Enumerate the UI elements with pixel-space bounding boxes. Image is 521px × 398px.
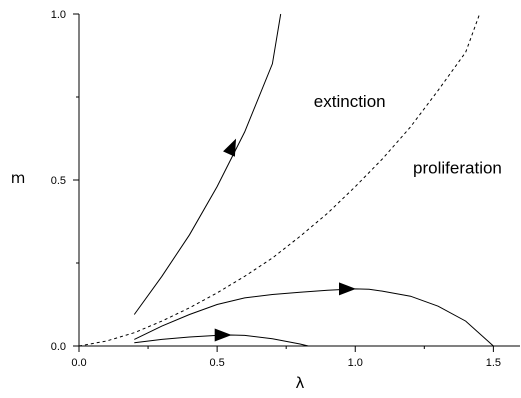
trajectory-arrow-3 bbox=[214, 328, 232, 342]
curves bbox=[78, 13, 494, 347]
annotation-label: proliferation bbox=[413, 158, 502, 177]
annotations: extinction proliferation bbox=[314, 92, 502, 177]
x-tick-label: 0.5 bbox=[209, 357, 224, 369]
y-tick-label: 1.0 bbox=[51, 9, 66, 21]
y-axis-label: m bbox=[11, 169, 26, 187]
y-ticks: 0.0 0.5 1.0 bbox=[51, 9, 79, 353]
annotation-label: extinction bbox=[314, 92, 386, 111]
x-tick-label: 1.5 bbox=[486, 357, 501, 369]
trajectory-line-1 bbox=[133, 13, 282, 315]
x-axis-label: λ bbox=[296, 374, 305, 392]
trajectory-arrow-2 bbox=[339, 282, 356, 296]
plot-area: 0.0 0.5 1.0 1.5 0.0 0.5 1.0 extinction prolife… bbox=[51, 9, 520, 369]
trajectory-line-2 bbox=[134, 288, 494, 347]
x-tick-label: 1.0 bbox=[348, 357, 363, 369]
y-tick-label: 0.5 bbox=[51, 175, 66, 187]
y-tick-label: 0.0 bbox=[51, 341, 66, 353]
trajectory-arrow-1 bbox=[223, 138, 237, 157]
boundary-dashed-line bbox=[78, 13, 481, 347]
x-tick-label: 0.0 bbox=[71, 357, 86, 369]
x-ticks: 0.0 0.5 1.0 1.5 bbox=[71, 346, 501, 369]
